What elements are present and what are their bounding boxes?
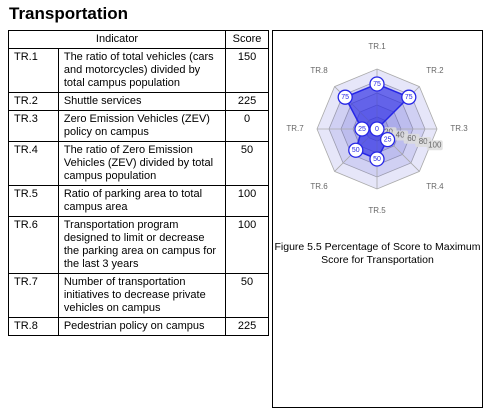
figure-caption: Figure 5.5 Percentage of Score to Maximu… (274, 241, 481, 266)
header-row: Indicator Score (7, 30, 269, 49)
indicator-table: Indicator Score TR.1 The ratio of total v… (7, 30, 269, 336)
table-cell: Pedestrian policy on campus (57, 317, 227, 336)
table-row: TR.3 Zero Emission Vehicles (ZEV) policy … (8, 110, 269, 142)
axis-label: TR.3 (450, 124, 468, 133)
table-cell: 100 (225, 185, 269, 217)
table-row: TR.4 The ratio of Zero Emission Vehicles … (8, 141, 269, 186)
header-cell: Score (225, 30, 269, 49)
tick-label-box (426, 140, 443, 151)
table-cell: TR.8 (8, 317, 59, 336)
table-cell: TR.7 (8, 273, 59, 318)
table-cell: TR.3 (8, 110, 59, 142)
axis-label: TR.4 (426, 182, 444, 191)
axis-label: TR.7 (286, 124, 304, 133)
value-label: 25 (358, 126, 366, 133)
axis-label: TR.5 (368, 206, 386, 215)
axis-label: TR.8 (310, 66, 328, 75)
table-cell: Zero Emission Vehicles (ZEV) policy on c… (57, 110, 227, 142)
table-cell: 225 (225, 317, 269, 336)
table-cell: The ratio of total vehicles (cars and mo… (57, 48, 227, 93)
axis-label: TR.1 (368, 42, 386, 51)
table-row: TR.5 Ratio of parking area to total campu… (8, 185, 269, 217)
tick-label: 60 (407, 134, 416, 143)
value-label: 50 (352, 147, 360, 154)
table-cell: The ratio of Zero Emission Vehicles (ZEV… (57, 141, 227, 186)
table-cell: TR.5 (8, 185, 59, 217)
tick-label: 20 (384, 127, 393, 136)
figure: TR.1 TR.2 TR.3 TR.4 TR.5 TR.6 TR.7 TR.8 20 40 60 80… (272, 30, 483, 408)
table-cell: 100 (225, 216, 269, 274)
data-point (369, 76, 385, 92)
data-point (379, 131, 396, 148)
table-cell: 0 (225, 110, 269, 142)
value-label: 75 (341, 94, 349, 101)
table-cell: TR.2 (8, 92, 59, 111)
value-label: 50 (373, 156, 381, 163)
tick-label: 40 (396, 131, 405, 140)
table-cell: TR.4 (8, 141, 59, 186)
table-cell: 50 (225, 141, 269, 186)
table-cell: TR.6 (8, 216, 59, 274)
data-point (337, 89, 353, 105)
radar-chart: TR.1 TR.2 TR.3 TR.4 TR.5 TR.6 TR.7 TR.8 20 40 60 80… (286, 42, 468, 215)
value-label: 75 (373, 81, 381, 88)
table-cell: 225 (225, 92, 269, 111)
data-point (348, 142, 364, 158)
table-cell: 50 (225, 273, 269, 318)
table-row: TR.1 The ratio of total vehicles (cars an… (8, 48, 269, 93)
table-row: TR.7 Number of transportation initiatives… (8, 273, 269, 318)
data-point (354, 121, 370, 137)
table-cell: Transportation program designed to limit… (57, 216, 227, 274)
table-row: TR.2 Shuttle services 225 (8, 92, 269, 111)
axis-label: TR.2 (426, 66, 444, 75)
table-cell: Number of transportation initiatives to … (57, 273, 227, 318)
header-cell: Indicator (7, 30, 227, 49)
data-point (369, 121, 385, 137)
table-row: TR.6 Transportation program designed to l… (8, 216, 269, 274)
data-point (401, 89, 417, 105)
tick-label: 100 (428, 140, 442, 149)
value-label: 75 (405, 94, 413, 101)
data-point (369, 151, 385, 167)
value-label: 0 (375, 126, 379, 133)
tick-label: 80 (419, 137, 428, 146)
value-label: 25 (384, 136, 392, 143)
table-row: TR.8 Pedestrian policy on campus 225 (8, 317, 269, 336)
axis-label: TR.6 (310, 182, 328, 191)
section-title: Transportation (9, 4, 129, 23)
table-cell: Ratio of parking area to total campus ar… (57, 185, 227, 217)
table-cell: Shuttle services (57, 92, 227, 111)
table-cell: TR.1 (8, 48, 59, 93)
table-cell: 150 (225, 48, 269, 93)
